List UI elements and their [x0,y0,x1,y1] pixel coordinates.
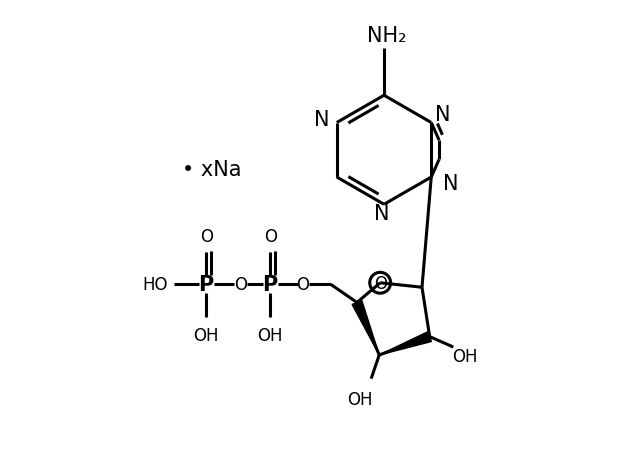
Text: P: P [198,275,214,295]
Text: OH: OH [193,327,219,345]
Text: OH: OH [452,347,477,365]
Polygon shape [380,332,431,355]
Text: O: O [200,227,212,245]
Text: N: N [435,105,451,125]
Text: P: P [262,275,278,295]
Polygon shape [352,301,380,355]
Text: OH: OH [348,390,373,408]
Text: N: N [374,203,389,223]
Text: OH: OH [257,327,283,345]
Text: O: O [296,276,309,294]
Text: NH₂: NH₂ [367,26,406,45]
Text: • xNa: • xNa [182,159,242,179]
Text: N: N [443,173,459,193]
Text: O: O [234,276,247,294]
Text: O: O [374,274,387,292]
Text: HO: HO [143,276,168,294]
Text: O: O [264,227,276,245]
Text: N: N [314,109,329,129]
